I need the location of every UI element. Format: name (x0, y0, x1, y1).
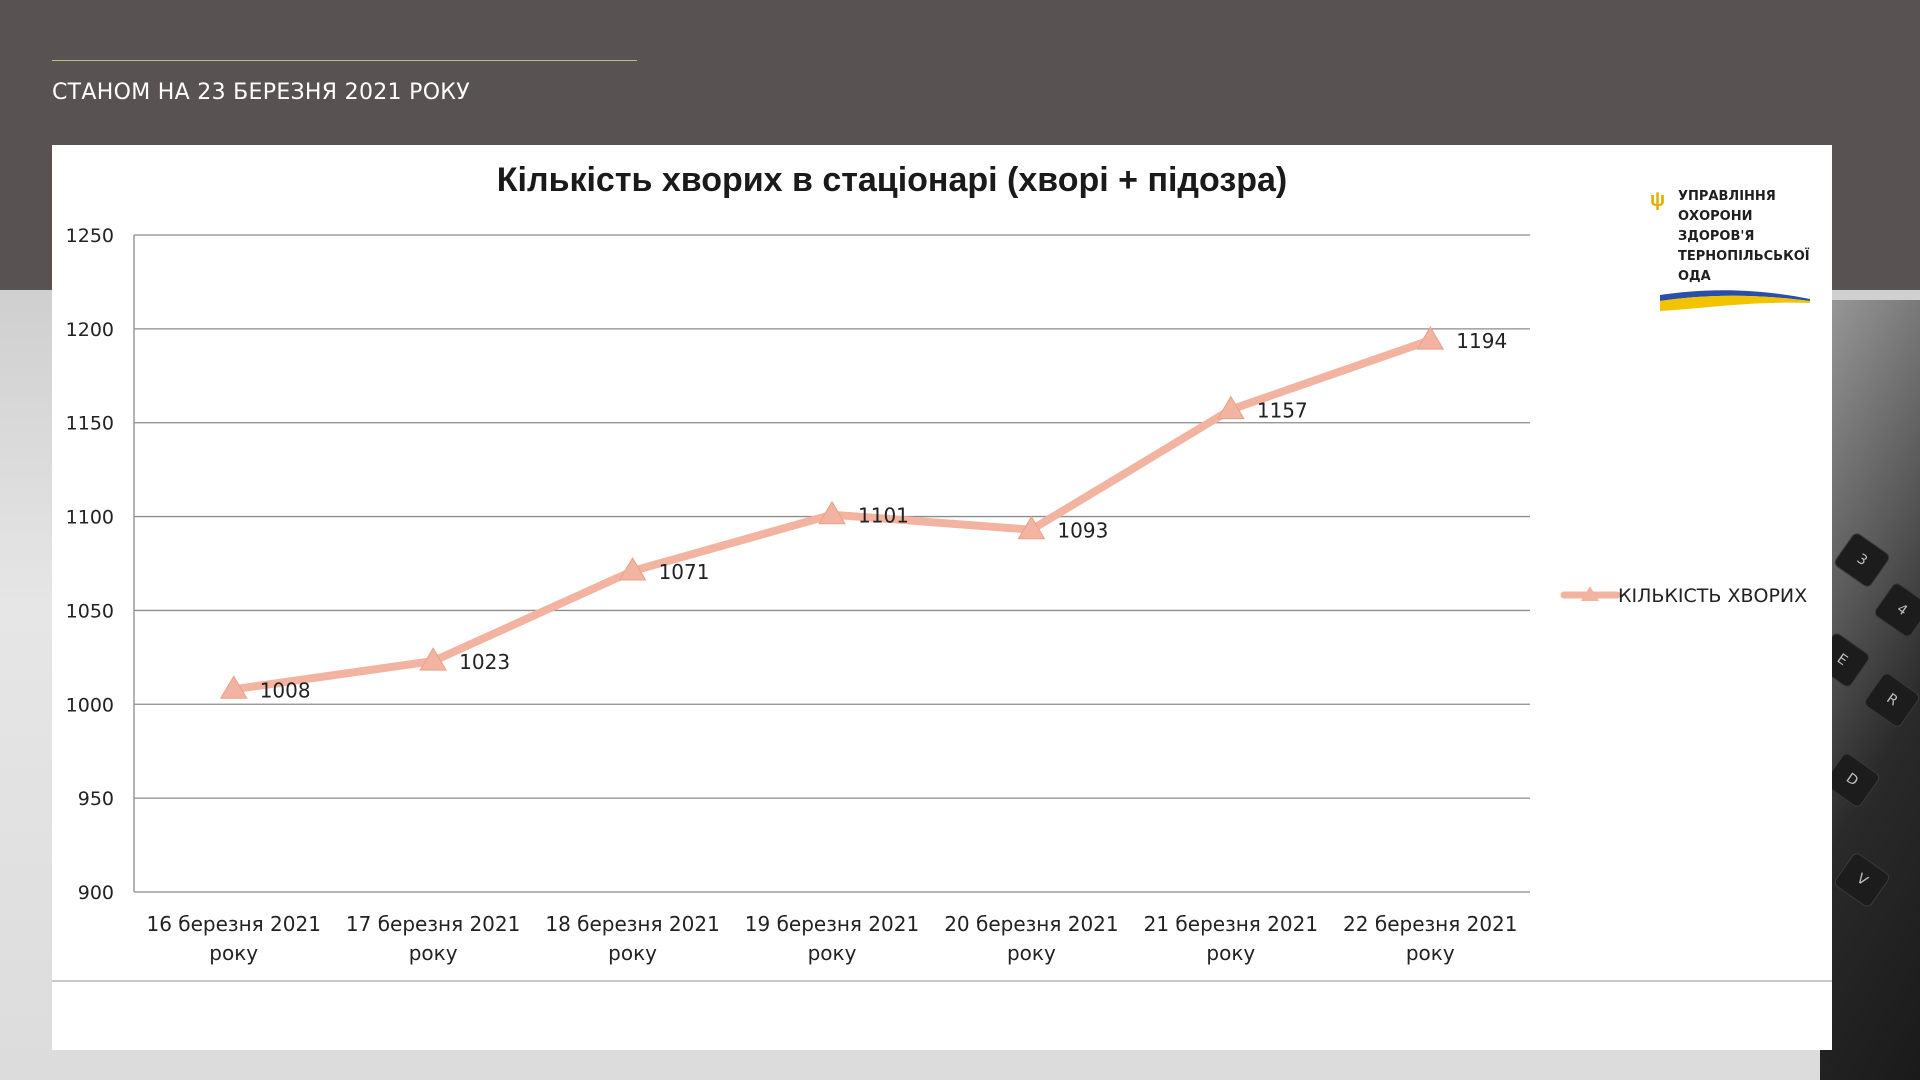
y-tick-label: 1200 (66, 319, 114, 341)
x-tick-label: 20 березня 2021 (944, 912, 1118, 936)
x-tick-label: 22 березня 2021 (1343, 912, 1517, 936)
x-tick-label: року (608, 941, 657, 965)
data-point-marker (219, 675, 248, 699)
logo: ψ УПРАВЛІННЯ ОХОРОНИ ЗДОРОВ'Я ТЕРНОПІЛЬС… (1650, 185, 1810, 315)
data-label: 1194 (1456, 329, 1507, 353)
data-point-marker (1216, 395, 1245, 420)
x-tick-label: року (209, 941, 258, 965)
x-tick-label: 19 березня 2021 (745, 912, 919, 936)
logo-text: УПРАВЛІННЯ ОХОРОНИ ЗДОРОВ'Я ТЕРНОПІЛЬСЬК… (1678, 189, 1810, 284)
data-label: 1071 (659, 560, 710, 584)
x-tick-label: 18 березня 2021 (545, 912, 719, 936)
data-label: 1157 (1257, 399, 1308, 423)
logo-flag-wave-icon (1660, 290, 1810, 311)
card-divider (52, 980, 1832, 982)
y-tick-label: 1100 (66, 507, 114, 529)
keyboard-key: V (1832, 850, 1892, 910)
legend-marker (1581, 586, 1599, 601)
x-tick-label: року (1206, 941, 1255, 965)
keyboard-key: R (1862, 670, 1920, 730)
chart-card: Кількість хворих в стаціонарі (хворі + п… (52, 145, 1832, 1050)
legend-label: КІЛЬКІСТЬ ХВОРИХ (1618, 585, 1807, 607)
data-point-marker (1416, 326, 1445, 350)
y-tick-label: 900 (78, 882, 114, 904)
data-label: 1023 (459, 650, 510, 674)
data-point-marker (1017, 515, 1046, 540)
data-label: 1008 (260, 678, 311, 702)
tryzub-icon: ψ (1650, 189, 1666, 211)
data-point-marker (818, 500, 846, 525)
data-label: 1093 (1057, 519, 1108, 543)
y-tick-label: 1000 (66, 694, 114, 716)
keyboard-key: 4 (1872, 580, 1920, 640)
x-tick-label: 17 березня 2021 (346, 912, 520, 936)
laptop-keyboard-image: 3 E R D V 4 (1812, 300, 1920, 1080)
x-tick-label: року (1007, 941, 1056, 965)
x-tick-label: 21 березня 2021 (1144, 912, 1318, 936)
page-subtitle: СТАНОМ НА 23 БЕРЕЗНЯ 2021 РОКУ (52, 80, 470, 105)
x-tick-label: року (409, 941, 458, 965)
y-tick-label: 1050 (66, 600, 114, 622)
y-tick-label: 1250 (66, 225, 114, 247)
y-tick-label: 950 (78, 788, 114, 810)
data-label: 1101 (858, 504, 909, 528)
header-divider (52, 60, 637, 61)
data-point-marker (419, 647, 448, 671)
keyboard-key: 3 (1832, 530, 1892, 590)
x-tick-label: року (808, 941, 857, 965)
y-tick-label: 1150 (66, 413, 114, 435)
chart-title: Кількість хворих в стаціонарі (хворі + п… (497, 161, 1287, 199)
x-tick-label: 16 березня 2021 (146, 912, 320, 936)
x-tick-label: року (1406, 941, 1455, 965)
line-chart: Кількість хворих в стаціонарі (хворі + п… (66, 161, 1808, 965)
data-point-marker (618, 557, 647, 581)
